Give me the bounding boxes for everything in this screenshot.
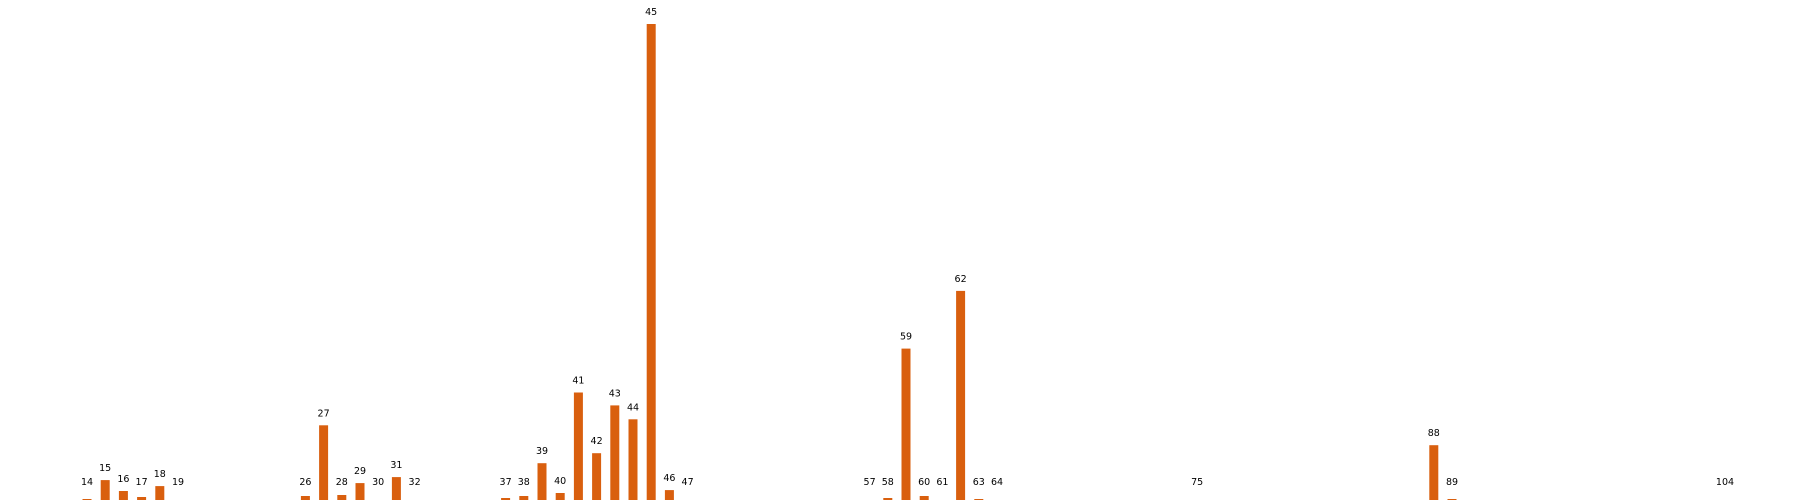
bar-label-89: 89 [1446,477,1458,488]
bar-label-59: 59 [900,332,912,343]
bar-44 [628,419,638,500]
bar-15 [100,480,110,500]
bar-label-47: 47 [682,477,694,488]
bar-28 [337,495,347,500]
bar-17 [137,497,147,500]
bar-label-16: 16 [117,474,129,485]
bar-label-46: 46 [663,473,675,484]
bar-label-60: 60 [918,477,930,488]
bar-label-40: 40 [554,476,566,487]
bar-58 [883,498,893,500]
bar-29 [355,483,365,500]
bar-label-42: 42 [591,436,603,447]
bar-27 [319,425,329,500]
bar-label-18: 18 [154,469,166,480]
bar-39 [537,463,547,500]
bar-60 [919,496,929,500]
bar-43 [610,405,620,500]
bar-45 [646,24,656,500]
bar-label-38: 38 [518,477,530,488]
bar-31 [391,477,401,500]
bar-label-26: 26 [299,477,311,488]
bar-41 [573,392,583,500]
bar-label-75: 75 [1191,477,1203,488]
bar-label-37: 37 [500,477,512,488]
bar-label-28: 28 [336,477,348,488]
bar-label-45: 45 [645,7,657,18]
bar-62 [956,290,966,500]
bar-42 [592,453,602,500]
bar-label-61: 61 [936,477,948,488]
bar-label-32: 32 [409,477,421,488]
bar-26 [300,496,310,500]
bar-label-30: 30 [372,477,384,488]
bar-label-44: 44 [627,402,639,413]
bar-label-29: 29 [354,466,366,477]
bar-label-15: 15 [99,463,111,474]
bar-16 [118,491,128,500]
bar-38 [519,496,529,500]
bar-46 [664,490,674,500]
bar-18 [155,486,165,500]
bar-label-57: 57 [864,477,876,488]
bar-label-17: 17 [136,477,148,488]
bar-label-62: 62 [955,274,967,285]
bar-label-58: 58 [882,477,894,488]
bar-label-31: 31 [390,460,402,471]
bar-40 [555,493,565,500]
bar-label-39: 39 [536,446,548,457]
bar-88 [1429,445,1439,500]
bar-label-27: 27 [318,408,330,419]
bar-label-104: 104 [1716,477,1734,488]
bar-label-88: 88 [1428,428,1440,439]
bar-37 [501,498,511,500]
bar-label-14: 14 [81,477,93,488]
bar-59 [901,348,911,500]
bar-label-43: 43 [609,388,621,399]
bar-label-41: 41 [572,376,584,387]
bar-label-19: 19 [172,477,184,488]
bar-label-64: 64 [991,477,1003,488]
bar-label-63: 63 [973,477,985,488]
